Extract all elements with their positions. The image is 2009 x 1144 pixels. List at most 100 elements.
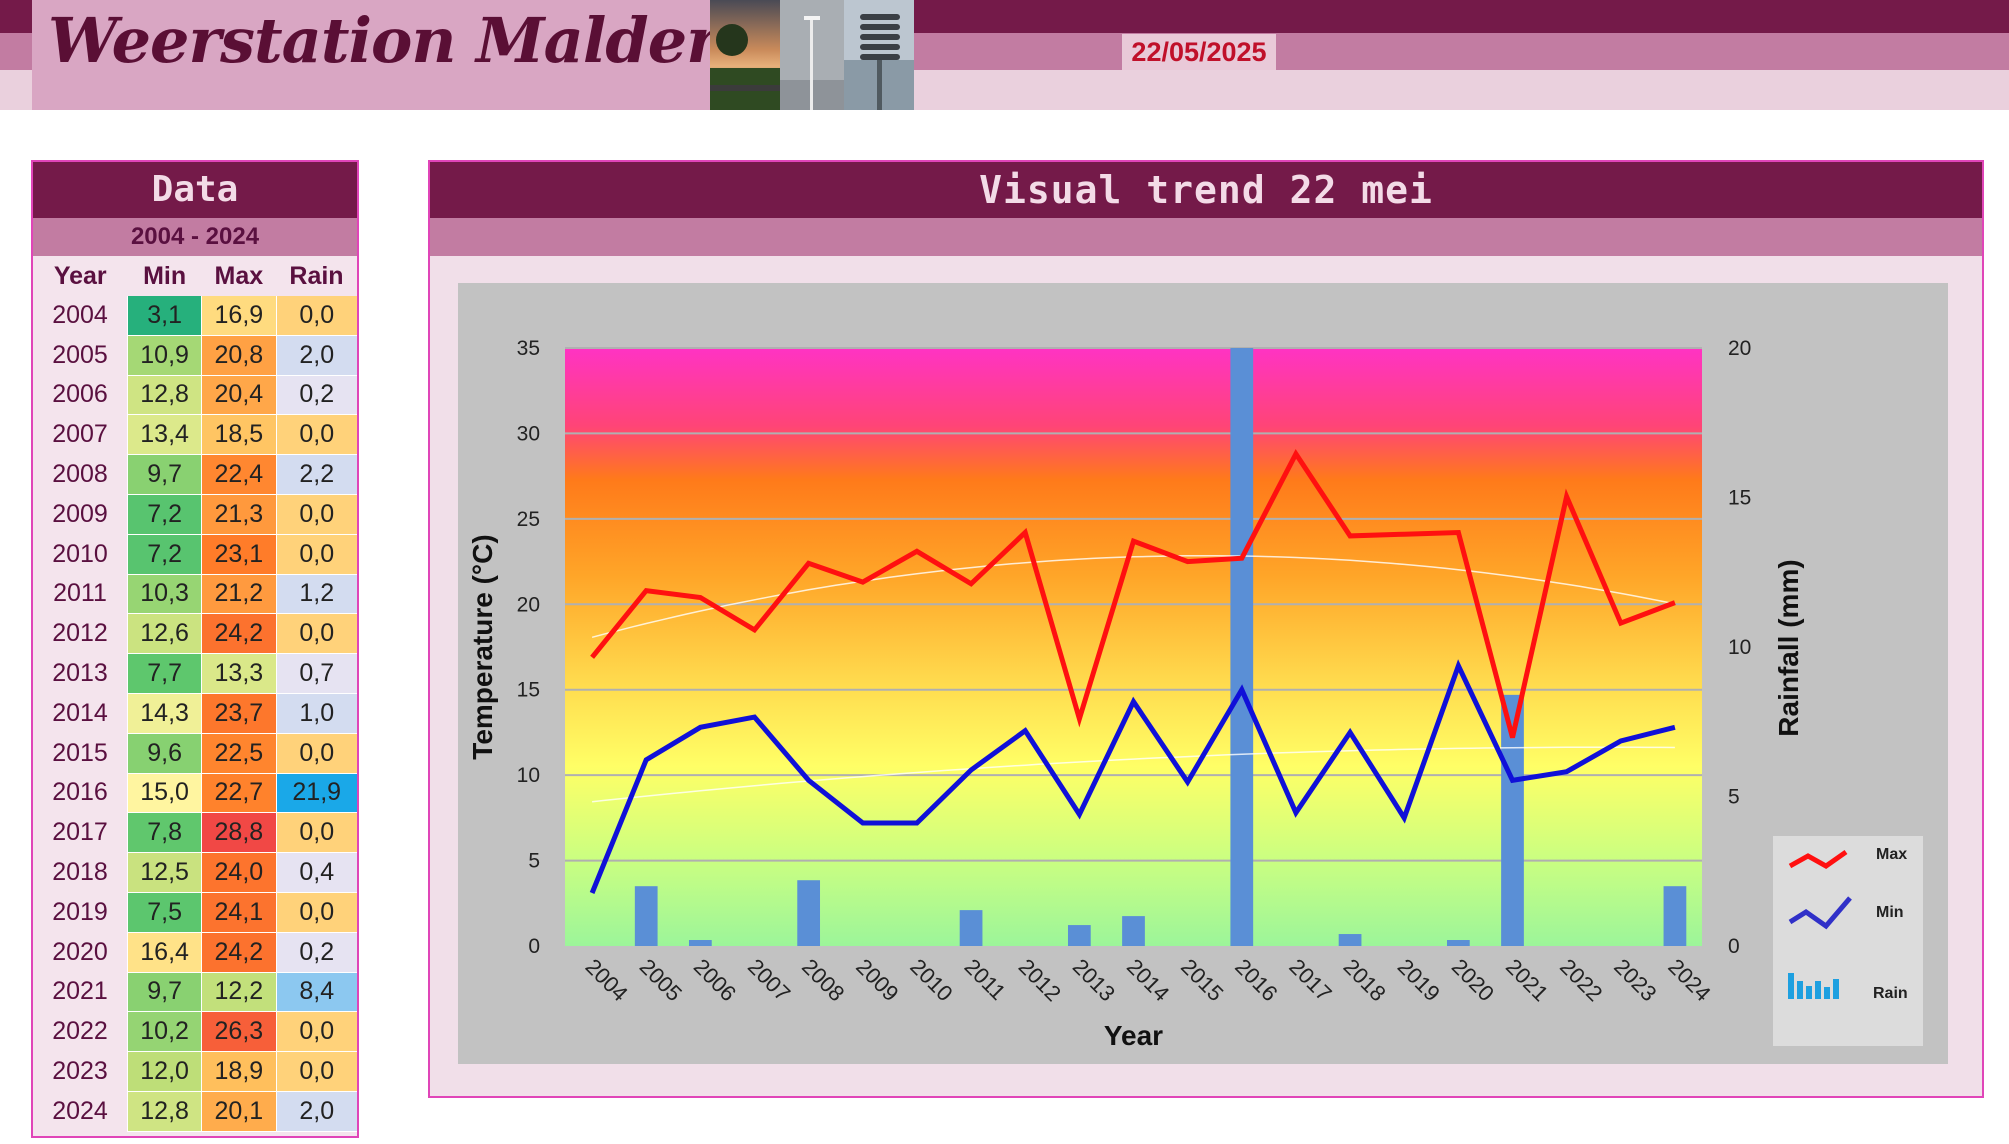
rain-cell: 0,0 bbox=[275, 613, 357, 655]
table-row: 2021 9,7 12,2 8,4 bbox=[33, 972, 357, 1013]
chart-panel-subband bbox=[430, 218, 1982, 256]
table-row: 2013 7,7 13,3 0,7 bbox=[33, 653, 357, 694]
table-row: 2012 12,6 24,2 0,0 bbox=[33, 613, 357, 655]
legend-min-label: Min bbox=[1876, 904, 1904, 921]
max-cell: 23,1 bbox=[201, 534, 276, 575]
year-cell: 2018 bbox=[33, 852, 128, 893]
min-cell: 12,8 bbox=[126, 1091, 202, 1132]
y2-tick-label: 15 bbox=[1728, 487, 1751, 510]
rain-bar bbox=[1230, 348, 1254, 946]
min-cell: 12,0 bbox=[126, 1051, 202, 1092]
rain-cell: 0,0 bbox=[275, 812, 357, 854]
min-cell: 7,5 bbox=[126, 892, 202, 933]
year-cell: 2023 bbox=[33, 1051, 128, 1092]
table-row: 2004 3,1 16,9 0,0 bbox=[33, 296, 357, 336]
rain-cell: 0,0 bbox=[275, 892, 357, 933]
min-cell: 9,6 bbox=[126, 733, 202, 774]
min-cell: 9,7 bbox=[126, 454, 202, 495]
year-cell: 2017 bbox=[33, 812, 128, 853]
table-row: 2015 9,6 22,5 0,0 bbox=[33, 733, 357, 774]
max-cell: 22,5 bbox=[201, 733, 276, 774]
rain-bar bbox=[1338, 934, 1362, 946]
min-cell: 3,1 bbox=[126, 296, 202, 336]
year-cell: 2006 bbox=[33, 375, 128, 415]
y-tick-label: 0 bbox=[528, 935, 540, 958]
min-cell: 7,8 bbox=[126, 812, 202, 854]
year-cell: 2016 bbox=[33, 773, 128, 813]
rain-bar bbox=[634, 886, 658, 946]
max-trendline bbox=[591, 554, 1676, 639]
rain-bar bbox=[1501, 694, 1524, 946]
col-header-year: Year bbox=[33, 256, 128, 296]
legend-rain-icon bbox=[1788, 973, 1839, 999]
rain-cell: 0,2 bbox=[275, 375, 357, 416]
max-cell: 28,8 bbox=[201, 812, 276, 854]
year-cell: 2019 bbox=[33, 892, 128, 933]
rain-cell: 0,0 bbox=[275, 414, 357, 456]
max-cell: 20,1 bbox=[201, 1091, 276, 1132]
max-cell: 20,8 bbox=[201, 335, 276, 376]
rain-cell: 2,0 bbox=[275, 335, 357, 376]
max-cell: 22,7 bbox=[201, 773, 276, 814]
min-cell: 10,3 bbox=[126, 574, 202, 615]
year-cell: 2004 bbox=[33, 296, 128, 336]
rain-bar bbox=[1663, 886, 1687, 946]
rain-cell: 2,0 bbox=[275, 1091, 357, 1132]
year-cell: 2007 bbox=[33, 414, 128, 455]
rain-cell: 21,9 bbox=[275, 773, 357, 814]
table-row: 2020 16,4 24,2 0,2 bbox=[33, 932, 357, 973]
rain-cell: 0,0 bbox=[275, 1051, 357, 1092]
min-cell: 7,2 bbox=[126, 494, 202, 535]
min-cell: 10,9 bbox=[126, 335, 202, 376]
x-axis-label: Year bbox=[1104, 1020, 1163, 1051]
table-row: 2017 7,8 28,8 0,0 bbox=[33, 812, 357, 854]
rain-cell: 0,7 bbox=[275, 653, 357, 694]
min-cell: 10,2 bbox=[126, 1011, 202, 1053]
y-tick-label: 35 bbox=[517, 337, 540, 360]
col-header-min: Min bbox=[127, 256, 202, 296]
data-panel-title: Data bbox=[33, 162, 357, 218]
min-cell: 7,2 bbox=[126, 534, 202, 575]
rain-cell: 1,0 bbox=[275, 693, 357, 734]
legend-min-icon bbox=[1788, 896, 1852, 930]
min-cell: 12,5 bbox=[126, 852, 202, 893]
year-cell: 2021 bbox=[33, 972, 128, 1012]
max-cell: 24,2 bbox=[201, 932, 276, 973]
year-cell: 2011 bbox=[33, 574, 128, 614]
table-row: 2023 12,0 18,9 0,0 bbox=[33, 1051, 357, 1092]
rain-bar bbox=[1446, 940, 1470, 946]
table-row: 2016 15,0 22,7 21,9 bbox=[33, 773, 357, 814]
max-cell: 20,4 bbox=[201, 375, 276, 416]
table-row: 2008 9,7 22,4 2,2 bbox=[33, 454, 357, 495]
year-cell: 2005 bbox=[33, 335, 128, 376]
max-cell: 18,9 bbox=[201, 1051, 276, 1092]
y2-tick-label: 10 bbox=[1728, 636, 1751, 659]
max-cell: 21,3 bbox=[201, 494, 276, 535]
max-cell: 12,2 bbox=[201, 972, 276, 1013]
table-row: 2007 13,4 18,5 0,0 bbox=[33, 414, 357, 456]
rain-cell: 0,2 bbox=[275, 932, 357, 973]
year-cell: 2010 bbox=[33, 534, 128, 575]
radiation-shield-photo bbox=[844, 0, 914, 110]
rain-cell: 2,2 bbox=[275, 454, 357, 495]
rain-bar bbox=[1122, 916, 1145, 946]
table-row: 2005 10,9 20,8 2,0 bbox=[33, 335, 357, 376]
max-cell: 24,2 bbox=[201, 613, 276, 655]
table-row: 2024 12,8 20,1 2,0 bbox=[33, 1091, 357, 1132]
min-cell: 13,4 bbox=[126, 414, 202, 456]
max-cell: 13,3 bbox=[201, 653, 276, 694]
legend-box bbox=[1773, 836, 1923, 1046]
year-cell: 2012 bbox=[33, 613, 128, 654]
rain-cell: 0,0 bbox=[275, 733, 357, 774]
legend-max-label: Max bbox=[1876, 846, 1907, 863]
legend-rain-label: Rain bbox=[1873, 985, 1908, 1002]
max-cell: 26,3 bbox=[201, 1011, 276, 1053]
min-cell: 9,7 bbox=[126, 972, 202, 1013]
weather-mast-photo bbox=[780, 0, 844, 110]
data-panel-range: 2004 - 2024 bbox=[33, 218, 357, 256]
min-cell: 16,4 bbox=[126, 932, 202, 973]
max-cell: 23,7 bbox=[201, 693, 276, 734]
col-header-rain: Rain bbox=[276, 256, 357, 296]
rain-cell: 1,2 bbox=[275, 574, 357, 615]
